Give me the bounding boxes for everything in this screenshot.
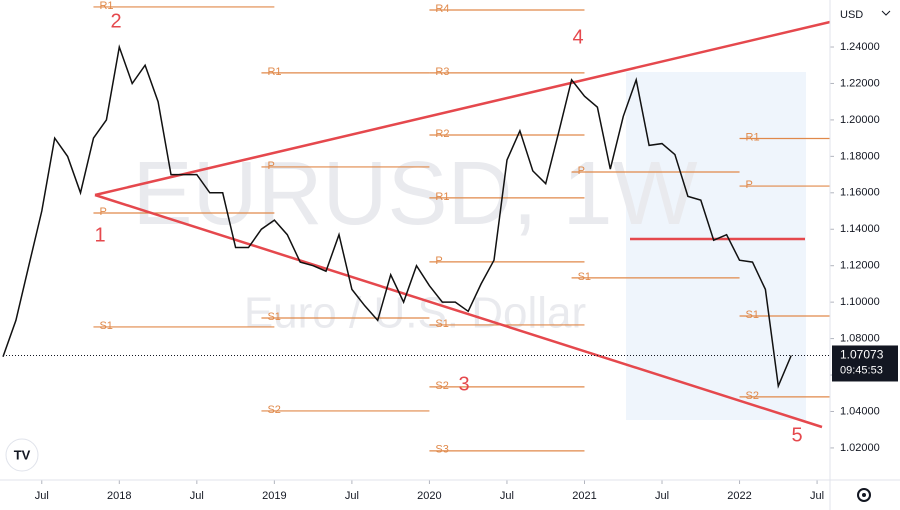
y-tick-label: 1.22000	[840, 77, 880, 89]
logo-mark: TV	[14, 447, 31, 462]
wave-label: 1	[94, 224, 105, 246]
wave-label: 4	[572, 26, 583, 48]
y-tick-label: 1.12000	[840, 260, 880, 272]
x-tick-label: Jul	[35, 490, 49, 502]
pivot-label: R3	[435, 66, 449, 78]
price: 1.07073 09:45:53	[2, 44, 898, 389]
x-tick-label: 2019	[262, 490, 286, 502]
pivot-label: S3	[435, 444, 448, 456]
countdown: 09:45:53	[840, 364, 883, 376]
trendline	[94, 20, 831, 197]
pivot-label: S2	[746, 390, 759, 402]
y-tick-label: 1.18000	[840, 150, 880, 162]
price-line	[2, 44, 792, 389]
settings-icon[interactable]	[857, 488, 871, 502]
x-tick-label: Jul	[500, 490, 514, 502]
pivot-label: P	[746, 179, 753, 191]
y-tick-label: 1.24000	[840, 41, 880, 53]
y-tick-label: 1.10000	[840, 296, 880, 308]
y-tick-label: 1.16000	[840, 187, 880, 199]
trendline	[94, 193, 823, 429]
pivot-label: R4	[435, 3, 449, 15]
x-tick-label: Jul	[190, 490, 204, 502]
x-tick-label: Jul	[655, 490, 669, 502]
pivot-label: S1	[578, 271, 591, 283]
x-tick-label: 2018	[107, 490, 131, 502]
wave-label: 5	[791, 424, 802, 446]
currency: USD	[840, 9, 863, 21]
pivot-levels: R1 P S1 R1 P S1 S2 R4 R3 R2 R1 P S1 S2 S3 P S1 R1 P S1 S2	[93, 0, 830, 456]
y-tick-label: 1.04000	[840, 405, 880, 417]
pivot-label: P	[435, 255, 442, 267]
y-tick-label: 1.20000	[840, 114, 880, 126]
pivot-label: S1	[435, 318, 448, 330]
last-price-box	[832, 345, 898, 382]
pivot-label: R1	[99, 0, 113, 12]
pivot-label: S2	[267, 404, 280, 416]
pivot-label: R1	[435, 191, 449, 203]
y-tick-label: 1.02000	[840, 442, 880, 454]
pivot-label: S1	[267, 311, 280, 323]
x-tick-label: 2020	[417, 490, 441, 502]
pivot-label: R1	[267, 66, 281, 78]
dropdown-icon[interactable]	[881, 10, 891, 16]
wave-label: 3	[458, 373, 469, 395]
x-tick-label: 2021	[572, 490, 596, 502]
watermark: EURUSD, 1W	[132, 144, 697, 244]
axes: 1.020001.040001.060001.080001.100001.120…	[35, 41, 880, 502]
wave-label: 2	[110, 10, 121, 32]
pivot-label: R2	[435, 128, 449, 140]
y-tick-label: 1.08000	[840, 332, 880, 344]
y-tick-label: 1.14000	[840, 223, 880, 235]
x-tick-label: 2022	[727, 490, 751, 502]
last-price-label: 1.07073	[840, 348, 884, 362]
x-tick-label: Jul	[810, 490, 824, 502]
pivot-label: S2	[435, 380, 448, 392]
pivot-label: P	[99, 206, 106, 218]
pivot-label: P	[578, 165, 585, 177]
x-tick-label: Jul	[345, 490, 359, 502]
pivot-label: P	[267, 160, 274, 172]
pivot-label: S1	[99, 320, 112, 332]
volume-profile-box	[626, 72, 806, 420]
pivot-label: R1	[746, 131, 760, 143]
pivot-label: S1	[746, 309, 759, 321]
tv-logo[interactable]: TV	[5, 438, 39, 472]
